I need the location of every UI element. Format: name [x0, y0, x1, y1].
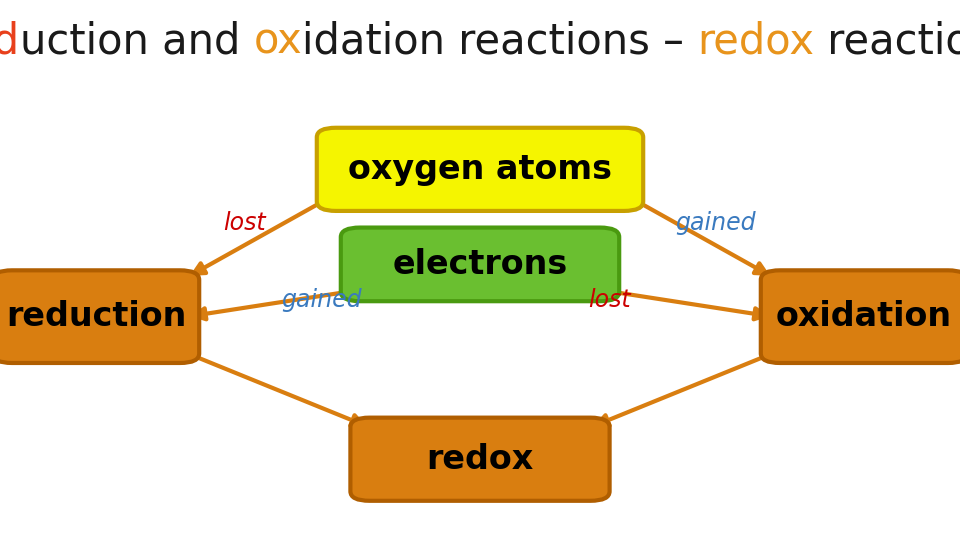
- Text: gained: gained: [675, 211, 756, 234]
- Text: Red: Red: [0, 21, 20, 63]
- Text: reduction: reduction: [6, 300, 186, 333]
- Text: lost: lost: [588, 288, 631, 312]
- FancyBboxPatch shape: [760, 271, 960, 363]
- Text: oxygen atoms: oxygen atoms: [348, 153, 612, 186]
- Text: gained: gained: [281, 288, 362, 312]
- Text: uction and: uction and: [20, 21, 253, 63]
- Text: electrons: electrons: [393, 248, 567, 281]
- Text: redox: redox: [426, 443, 534, 476]
- Text: oxidation: oxidation: [776, 300, 952, 333]
- Text: lost: lost: [224, 211, 266, 234]
- Text: ox: ox: [253, 21, 302, 63]
- Text: reactions: reactions: [814, 21, 960, 63]
- FancyBboxPatch shape: [317, 128, 643, 211]
- Text: idation reactions –: idation reactions –: [302, 21, 697, 63]
- FancyBboxPatch shape: [0, 271, 200, 363]
- FancyBboxPatch shape: [341, 227, 619, 301]
- FancyBboxPatch shape: [350, 417, 610, 501]
- Text: redox: redox: [697, 21, 814, 63]
